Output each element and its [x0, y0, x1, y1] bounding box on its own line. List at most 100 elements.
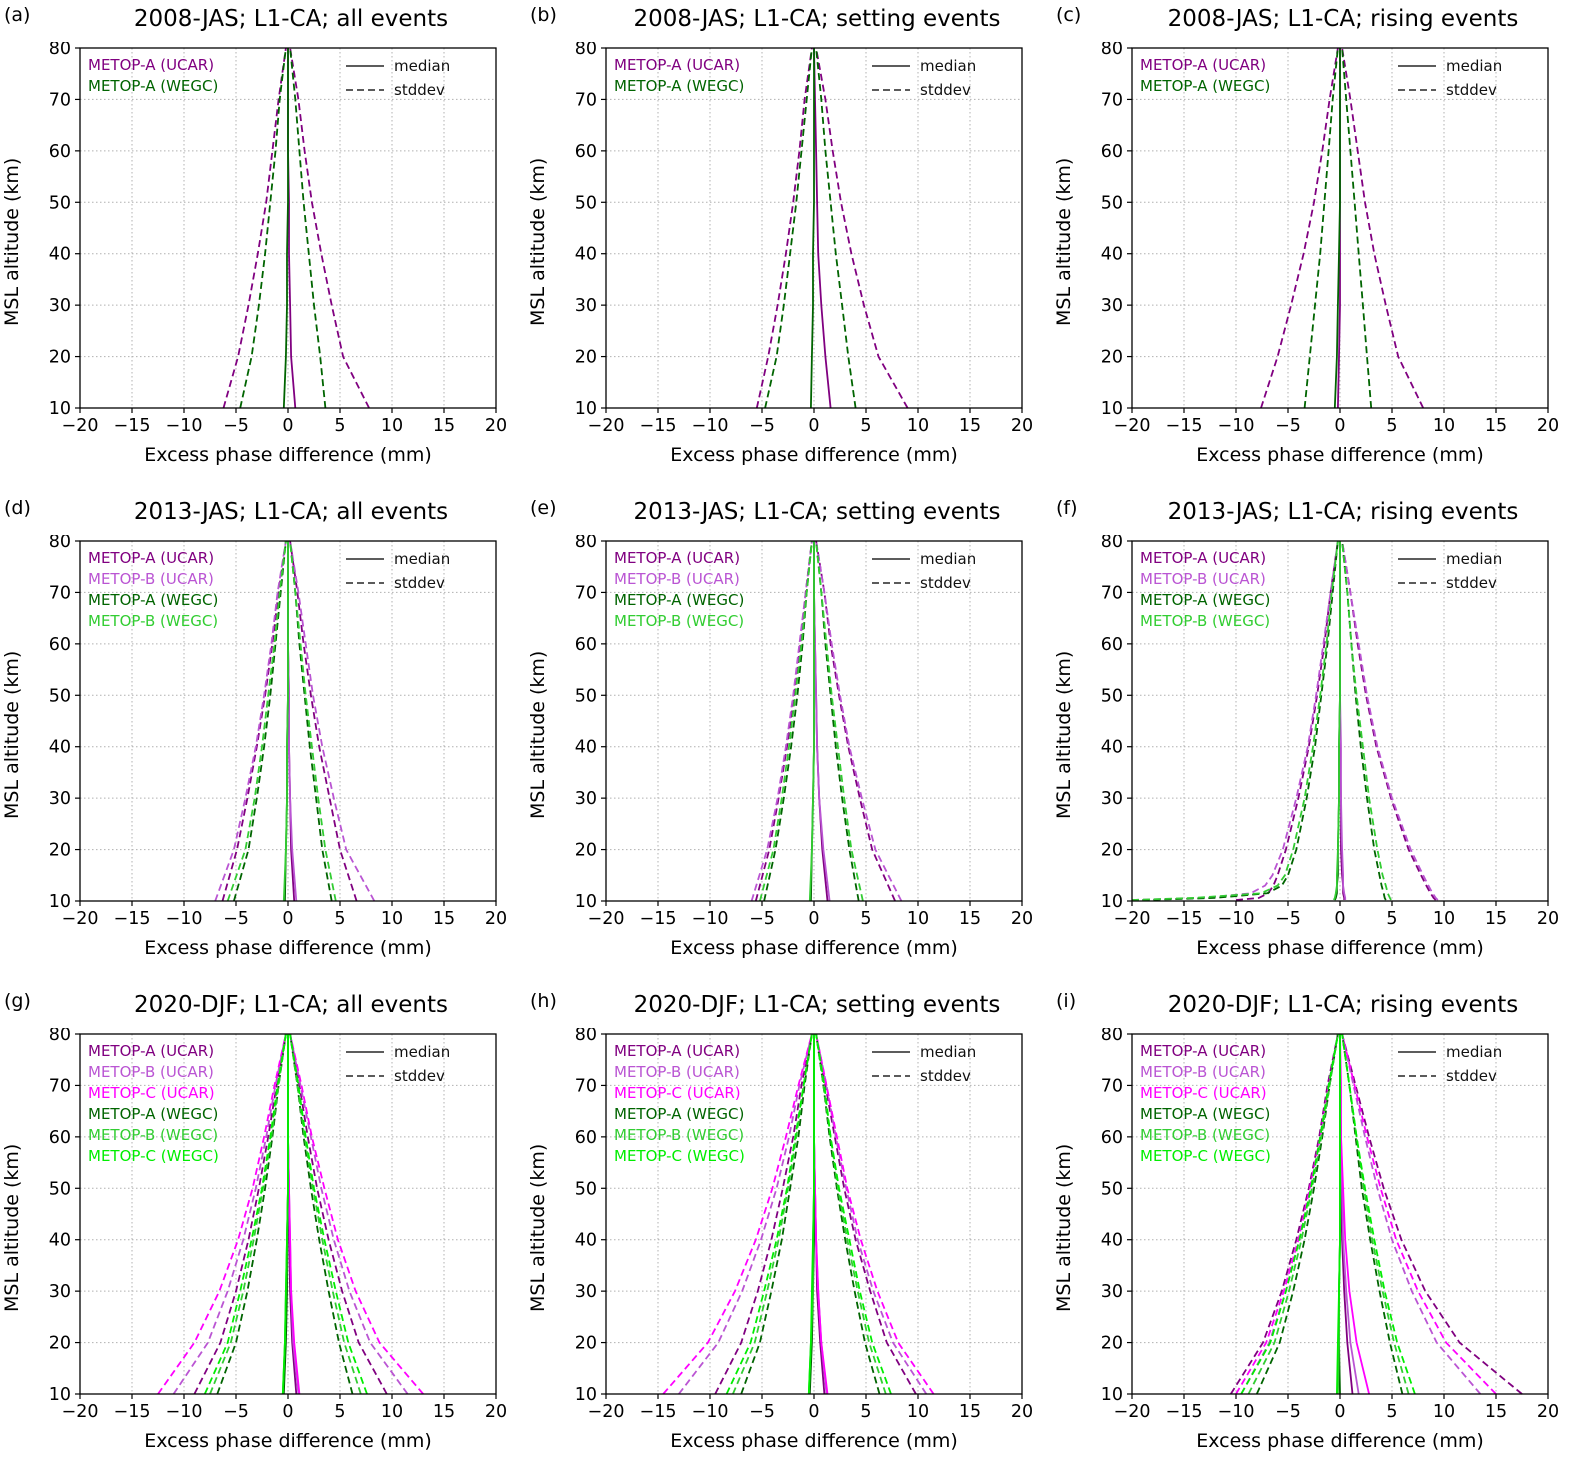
panel-letter: (c) — [1056, 4, 1082, 26]
stddev-line-left — [209, 1033, 287, 1395]
legend-satellite-entry: METOP-A (WEGC) — [88, 1105, 218, 1123]
panel-letter: (h) — [530, 990, 557, 1012]
x-tick-label: 5 — [860, 416, 871, 436]
stddev-line-left — [678, 1033, 813, 1395]
stddev-line-right — [815, 1033, 917, 1395]
stddev-line-right — [289, 1033, 368, 1395]
stddev-line-right — [1341, 47, 1373, 409]
x-tick-label: 15 — [959, 416, 981, 436]
legend-satellite-entry: METOP-B (WEGC) — [614, 612, 744, 630]
y-tick-label: 70 — [575, 1076, 597, 1096]
y-tick-label: 70 — [575, 583, 597, 603]
panel-f: (f) 2013-JAS; L1-CA; rising events MSL a… — [1052, 493, 1578, 986]
legend-satellite-entry: METOP-C (WEGC) — [1140, 1147, 1271, 1165]
y-tick-label: 70 — [49, 583, 71, 603]
y-tick-label: 60 — [1101, 635, 1123, 655]
x-tick-label: 20 — [1537, 1402, 1559, 1422]
median-line — [813, 47, 832, 409]
y-tick-label: 20 — [575, 348, 597, 368]
panel-title: 2013-JAS; L1-CA; all events — [133, 499, 449, 525]
stddev-line-right — [1341, 540, 1392, 901]
stddev-line-left — [754, 540, 813, 902]
panel-g: (g) 2020-DJF; L1-CA; all events MSL alti… — [0, 986, 526, 1479]
stddev-line-left — [764, 47, 813, 409]
panel-letter: (g) — [4, 990, 31, 1012]
legend-satellite-entry: METOP-A (UCAR) — [1140, 1042, 1266, 1060]
stddev-line-left — [714, 1033, 813, 1395]
legend-median-label: median — [1446, 57, 1502, 75]
panel-b: (b) 2008-JAS; L1-CA; setting events MSL … — [526, 0, 1052, 493]
y-tick-label: 70 — [575, 90, 597, 110]
panel-letter: (f) — [1056, 497, 1078, 519]
x-tick-label: 20 — [1011, 1402, 1033, 1422]
y-tick-label: 40 — [49, 1231, 71, 1251]
legend-stddev-label: stddev — [1446, 574, 1497, 592]
y-tick-label: 30 — [1101, 789, 1123, 809]
y-tick-label: 20 — [1101, 1334, 1123, 1354]
legend-median-label: median — [394, 550, 450, 568]
legend-median-label: median — [920, 1043, 976, 1061]
plot-row: MSL altitude (km) −20 −15 −10 −5 0 5 10 15 20 10 2… — [0, 42, 526, 442]
legend-satellite-entry: METOP-A (UCAR) — [1140, 549, 1266, 567]
x-tick-label: −20 — [588, 1402, 625, 1422]
y-tick-label: 10 — [575, 399, 597, 419]
x-tick-label: −10 — [166, 909, 203, 929]
legend-satellite-entry: METOP-A (UCAR) — [88, 1042, 214, 1060]
y-tick-label: 20 — [1101, 841, 1123, 861]
stddev-line-left — [1240, 1033, 1339, 1395]
x-tick-label: −20 — [62, 909, 99, 929]
y-tick-label: 50 — [575, 193, 597, 213]
legend-median-label: median — [920, 57, 976, 75]
y-tick-label: 80 — [575, 42, 597, 59]
legend-satellite-entry: METOP-B (UCAR) — [1140, 1063, 1266, 1081]
y-tick-label: 60 — [1101, 1128, 1123, 1148]
y-tick-label: 40 — [575, 1231, 597, 1251]
y-axis-label: MSL altitude (km) — [1053, 1143, 1075, 1313]
y-axis-label: MSL altitude (km) — [527, 1143, 549, 1313]
panel-title: 2013-JAS; L1-CA; rising events — [1167, 499, 1519, 525]
x-tick-label: 0 — [282, 909, 293, 929]
stddev-line-right — [815, 1033, 935, 1395]
stddev-line-left — [755, 47, 813, 409]
legend-satellite-entry: METOP-C (UCAR) — [88, 1084, 215, 1102]
x-tick-label: 15 — [1485, 909, 1507, 929]
stddev-line-right — [1341, 1033, 1497, 1395]
legend-satellite-entry: METOP-A (WEGC) — [88, 591, 218, 609]
plot-canvas-g: −20 −15 −10 −5 0 5 10 15 20 10 20 30 40 50 60 70 80 METOP… — [49, 1028, 507, 1422]
plot-canvas-i: −20 −15 −10 −5 0 5 10 15 20 10 20 30 40 50 60 70 80 METOP… — [1101, 1028, 1559, 1422]
stddev-line-left — [1230, 1033, 1339, 1395]
y-tick-label: 10 — [575, 1385, 597, 1405]
stddev-line-right — [1341, 540, 1437, 901]
panel-head-h: (h) 2020-DJF; L1-CA; setting events — [526, 990, 1052, 1026]
y-tick-label: 60 — [575, 142, 597, 162]
y-tick-label: 40 — [575, 245, 597, 265]
stddev-line-left — [759, 540, 813, 902]
x-tick-label: 10 — [381, 909, 403, 929]
panel-letter: (i) — [1056, 990, 1077, 1012]
y-tick-label: 50 — [575, 686, 597, 706]
x-axis-label: Excess phase difference (mm) — [144, 444, 432, 466]
y-tick-label: 80 — [1101, 42, 1123, 59]
y-axis-label: MSL altitude (km) — [1, 650, 23, 820]
y-tick-label: 50 — [1101, 686, 1123, 706]
legend-satellite-entry: METOP-A (WEGC) — [614, 77, 744, 95]
x-tick-label: −15 — [114, 909, 151, 929]
legend-satellite-entry: METOP-A (WEGC) — [1140, 77, 1270, 95]
x-tick-label: 10 — [381, 1402, 403, 1422]
panel-head-i: (i) 2020-DJF; L1-CA; rising events — [1052, 990, 1578, 1026]
x-axis-label: Excess phase difference (mm) — [670, 1430, 958, 1452]
panel-c: (c) 2008-JAS; L1-CA; rising events MSL a… — [1052, 0, 1578, 493]
y-tick-label: 20 — [49, 1334, 71, 1354]
legend-satellite-entry: METOP-A (UCAR) — [614, 56, 740, 74]
panel-e: (e) 2013-JAS; L1-CA; setting events MSL … — [526, 493, 1052, 986]
x-tick-label: −5 — [223, 1402, 249, 1422]
legend-median-label: median — [1446, 1043, 1502, 1061]
x-tick-label: 0 — [282, 1402, 293, 1422]
y-tick-label: 30 — [1101, 296, 1123, 316]
panel-title: 2020-DJF; L1-CA; all events — [134, 992, 448, 1018]
y-tick-label: 50 — [1101, 1179, 1123, 1199]
y-tick-label: 10 — [49, 1385, 71, 1405]
stddev-line-right — [289, 47, 370, 409]
stddev-line-left — [732, 1033, 813, 1395]
stddev-line-left — [725, 1033, 813, 1395]
